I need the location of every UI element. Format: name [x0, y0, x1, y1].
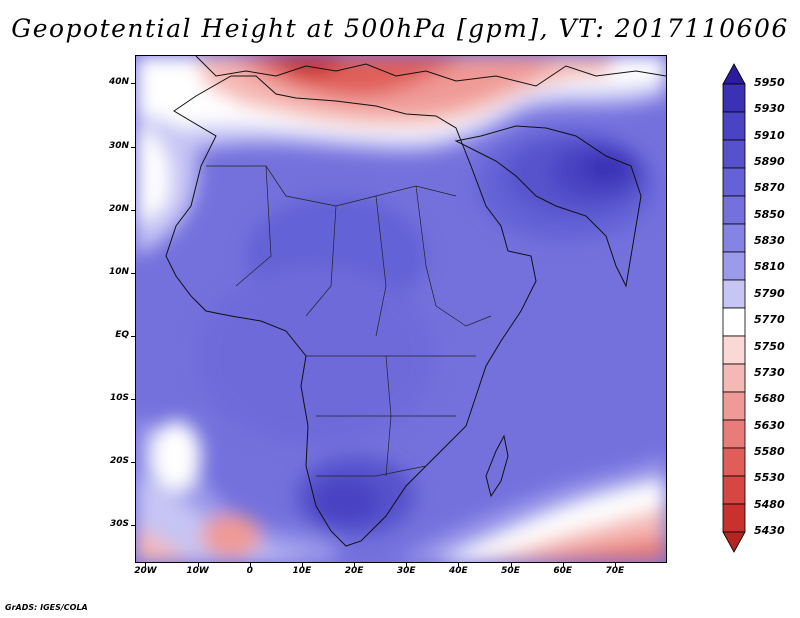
- legend-level-label: 5580: [754, 444, 785, 458]
- legend-level-label: 5480: [754, 497, 785, 511]
- map-plot-area: [135, 55, 667, 563]
- legend-top-arrow: [722, 63, 746, 85]
- lon-tick-mark: [614, 563, 616, 567]
- lon-tick-mark: [458, 563, 460, 567]
- lat-tick-label: EQ: [115, 329, 129, 340]
- legend-level-label: 5750: [754, 339, 785, 353]
- lon-tick-mark: [197, 563, 199, 567]
- legend-level-label: 5790: [754, 286, 785, 300]
- legend-swatch: [722, 111, 746, 141]
- lon-tick-mark: [145, 563, 147, 567]
- lon-tick-label: 20W: [134, 566, 157, 576]
- lat-tick-label: 40N: [108, 77, 129, 88]
- lat-tick-mark: [131, 146, 135, 148]
- coastlines: [165, 56, 666, 547]
- lon-tick-label: 10E: [292, 566, 312, 576]
- lon-tick-label: 30E: [396, 566, 416, 576]
- lon-tick-label: 70E: [605, 566, 625, 576]
- legend-swatch: [722, 279, 746, 309]
- legend-level-label: 5890: [754, 155, 785, 169]
- lat-tick-mark: [131, 398, 135, 400]
- lat-tick-mark: [131, 83, 135, 85]
- lon-tick-mark: [301, 563, 303, 567]
- legend-swatch: [722, 447, 746, 477]
- lon-tick-mark: [406, 563, 408, 567]
- lat-tick-mark: [131, 209, 135, 211]
- grads-credit: GrADS: IGES/COLA: [5, 603, 88, 612]
- legend-swatch: [722, 475, 746, 505]
- legend-level-label: 5630: [754, 418, 785, 432]
- lat-tick-label: 10N: [108, 266, 129, 277]
- legend-level-label: 5930: [754, 102, 785, 116]
- legend-swatch: [722, 391, 746, 421]
- legend-swatch: [722, 503, 746, 533]
- legend-level-label: 5770: [754, 313, 785, 327]
- legend-level-label: 5730: [754, 365, 785, 379]
- lat-tick-label: 30N: [108, 140, 129, 151]
- lon-tick-mark: [510, 563, 512, 567]
- legend-level-label: 5830: [754, 234, 785, 248]
- lon-tick-label: 60E: [553, 566, 573, 576]
- legend-level-label: 5680: [754, 392, 785, 406]
- lat-tick-label: 20N: [108, 203, 129, 214]
- legend-swatch: [722, 363, 746, 393]
- lat-tick-label: 10S: [109, 392, 129, 403]
- lat-tick-label: 30S: [109, 519, 129, 530]
- color-legend-bar: [722, 63, 746, 553]
- legend-level-label: 5810: [754, 260, 785, 274]
- legend-level-label: 5430: [754, 524, 785, 537]
- lat-tick-mark: [131, 462, 135, 464]
- lon-tick-label: 40E: [449, 566, 468, 576]
- legend-level-label: 5530: [754, 471, 785, 485]
- legend-swatch: [722, 335, 746, 365]
- country-borders: [206, 165, 492, 477]
- lon-tick-mark: [562, 563, 564, 567]
- legend-level-label: 5870: [754, 181, 785, 195]
- lat-tick-mark: [131, 335, 135, 337]
- legend-swatch: [722, 307, 746, 337]
- lon-tick-mark: [249, 563, 251, 567]
- lon-tick-label: 0: [246, 566, 253, 576]
- lon-tick-mark: [354, 563, 356, 567]
- lat-tick-mark: [131, 272, 135, 274]
- legend-swatch: [722, 83, 746, 113]
- legend-level-label: 5910: [754, 128, 785, 142]
- legend-swatch: [722, 167, 746, 197]
- lon-tick-label: 50E: [501, 566, 520, 576]
- legend-level-label: 5950: [754, 76, 785, 89]
- lon-tick-label: 20E: [344, 566, 364, 576]
- lat-tick-mark: [131, 525, 135, 527]
- legend-bottom-arrow: [722, 531, 746, 553]
- legend-swatch: [722, 195, 746, 225]
- height-field-map: [136, 56, 666, 562]
- lon-tick-label: 10W: [186, 566, 209, 576]
- legend-swatch: [722, 251, 746, 281]
- legend-swatch: [722, 139, 746, 169]
- legend-level-label: 5850: [754, 207, 785, 221]
- legend-swatch: [722, 223, 746, 253]
- legend-swatch: [722, 419, 746, 449]
- lat-tick-label: 20S: [109, 456, 129, 467]
- color-legend: [722, 62, 746, 554]
- map-title: Geopotential Height at 500hPa [gpm], VT:…: [11, 14, 789, 43]
